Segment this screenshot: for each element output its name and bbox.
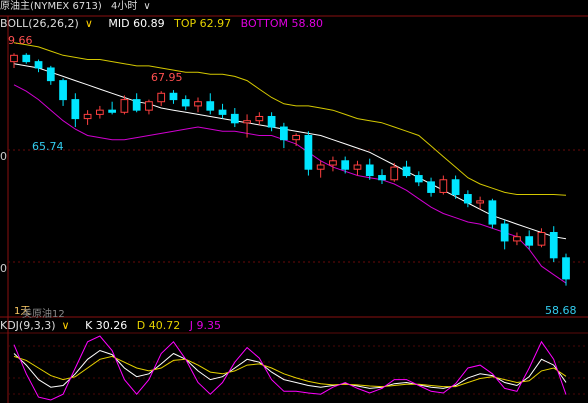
candle-up: [537, 232, 546, 246]
kdj-k-line: [13, 349, 567, 389]
candle-down: [206, 101, 215, 111]
period-label: 4小时: [111, 1, 138, 12]
boll-top-line: [13, 42, 567, 196]
boll-indicator-bar: BOLL(26,26,2) ∨ MID 60.89 TOP 62.97 BOTTO…: [0, 17, 329, 31]
candle-up: [390, 166, 399, 181]
candle-down: [341, 160, 350, 170]
candle-up: [255, 115, 264, 122]
candle-down: [218, 109, 227, 115]
kdj-d-line: [13, 355, 567, 388]
candle-down: [22, 54, 31, 63]
kdj-k-value: K 30.26: [85, 319, 128, 332]
chevron-down-icon[interactable]: ∨: [61, 319, 70, 332]
kdj-j-line: [13, 335, 567, 401]
candle-up: [292, 134, 301, 141]
boll-mid-line: [13, 63, 567, 240]
candle-down: [549, 232, 558, 259]
boll-top-value: TOP 62.97: [174, 17, 232, 30]
low2-price-label: 58.68: [545, 304, 577, 317]
period-selector[interactable]: 4小时 ∨: [111, 1, 157, 12]
boll-name-text: BOLL(26,26,2): [0, 17, 79, 30]
kdj-indicator-bar: KDJ(9,3,3) ∨ K 30.26 D 40.72 J 9.35: [0, 319, 227, 333]
low-price-label: 65.74: [32, 140, 64, 153]
boll-mid-value: MID 60.89: [108, 17, 165, 30]
candle-down: [562, 257, 570, 280]
boll-bottom-value: BOTTOM 58.80: [240, 17, 324, 30]
high2-price-label: 67.95: [151, 71, 183, 84]
kdj-name-text: KDJ(9,3,3): [0, 319, 56, 332]
candle-down: [451, 179, 460, 196]
candle-down: [181, 99, 190, 107]
candle-up: [329, 160, 337, 166]
chevron-down-icon[interactable]: ∨: [84, 17, 93, 30]
watermark-text: 美原油12: [22, 309, 65, 320]
kdj-j-value: J 9.35: [189, 319, 221, 332]
kdj-indicator-name[interactable]: KDJ(9,3,3) ∨: [0, 319, 76, 332]
candle-down: [230, 113, 239, 124]
axis-marker-label-2: 0: [0, 262, 7, 275]
high-price-label: 9.66: [8, 34, 33, 47]
candle-up: [194, 101, 202, 107]
candle-down: [378, 175, 386, 181]
candle-up: [157, 92, 166, 103]
candle-up: [95, 109, 104, 115]
candle-down: [34, 61, 43, 69]
instrument-name: 原油主(NYMEX 6713): [0, 1, 102, 12]
candle-down: [525, 236, 534, 246]
candle-down: [132, 99, 141, 111]
candle-up: [513, 236, 521, 242]
candle-down: [169, 92, 178, 101]
candle-up: [120, 99, 129, 113]
candle-down: [402, 166, 411, 177]
candle-down: [304, 134, 313, 170]
candle-down: [463, 194, 472, 204]
boll-indicator-name[interactable]: BOLL(26,26,2) ∨: [0, 17, 99, 30]
chevron-down-icon[interactable]: ∨: [143, 1, 151, 12]
candle-down: [427, 181, 435, 193]
candle-down: [500, 223, 509, 242]
candle-up: [439, 179, 448, 193]
candle-up: [10, 54, 18, 63]
candle-down: [488, 200, 497, 225]
watermark-period: 1天: [14, 306, 31, 317]
candle-down: [108, 109, 117, 113]
candle-down: [279, 126, 288, 141]
candle-up: [353, 164, 362, 170]
candle-up: [145, 101, 153, 111]
boll-bottom-line: [13, 84, 567, 284]
candle-down: [46, 67, 55, 82]
candle-down: [414, 175, 423, 183]
candle-down: [365, 164, 374, 177]
candle-down: [59, 80, 67, 101]
candle-up: [316, 164, 325, 170]
axis-marker-label: 0: [0, 150, 7, 163]
candle-down: [71, 99, 80, 120]
candle-up: [243, 120, 251, 124]
candle-up: [83, 113, 92, 120]
candle-up: [476, 200, 485, 204]
candle-down: [267, 115, 276, 128]
instrument-title-bar: 原油主(NYMEX 6713) 4小时 ∨: [0, 0, 163, 14]
kdj-d-value: D 40.72: [136, 319, 181, 332]
